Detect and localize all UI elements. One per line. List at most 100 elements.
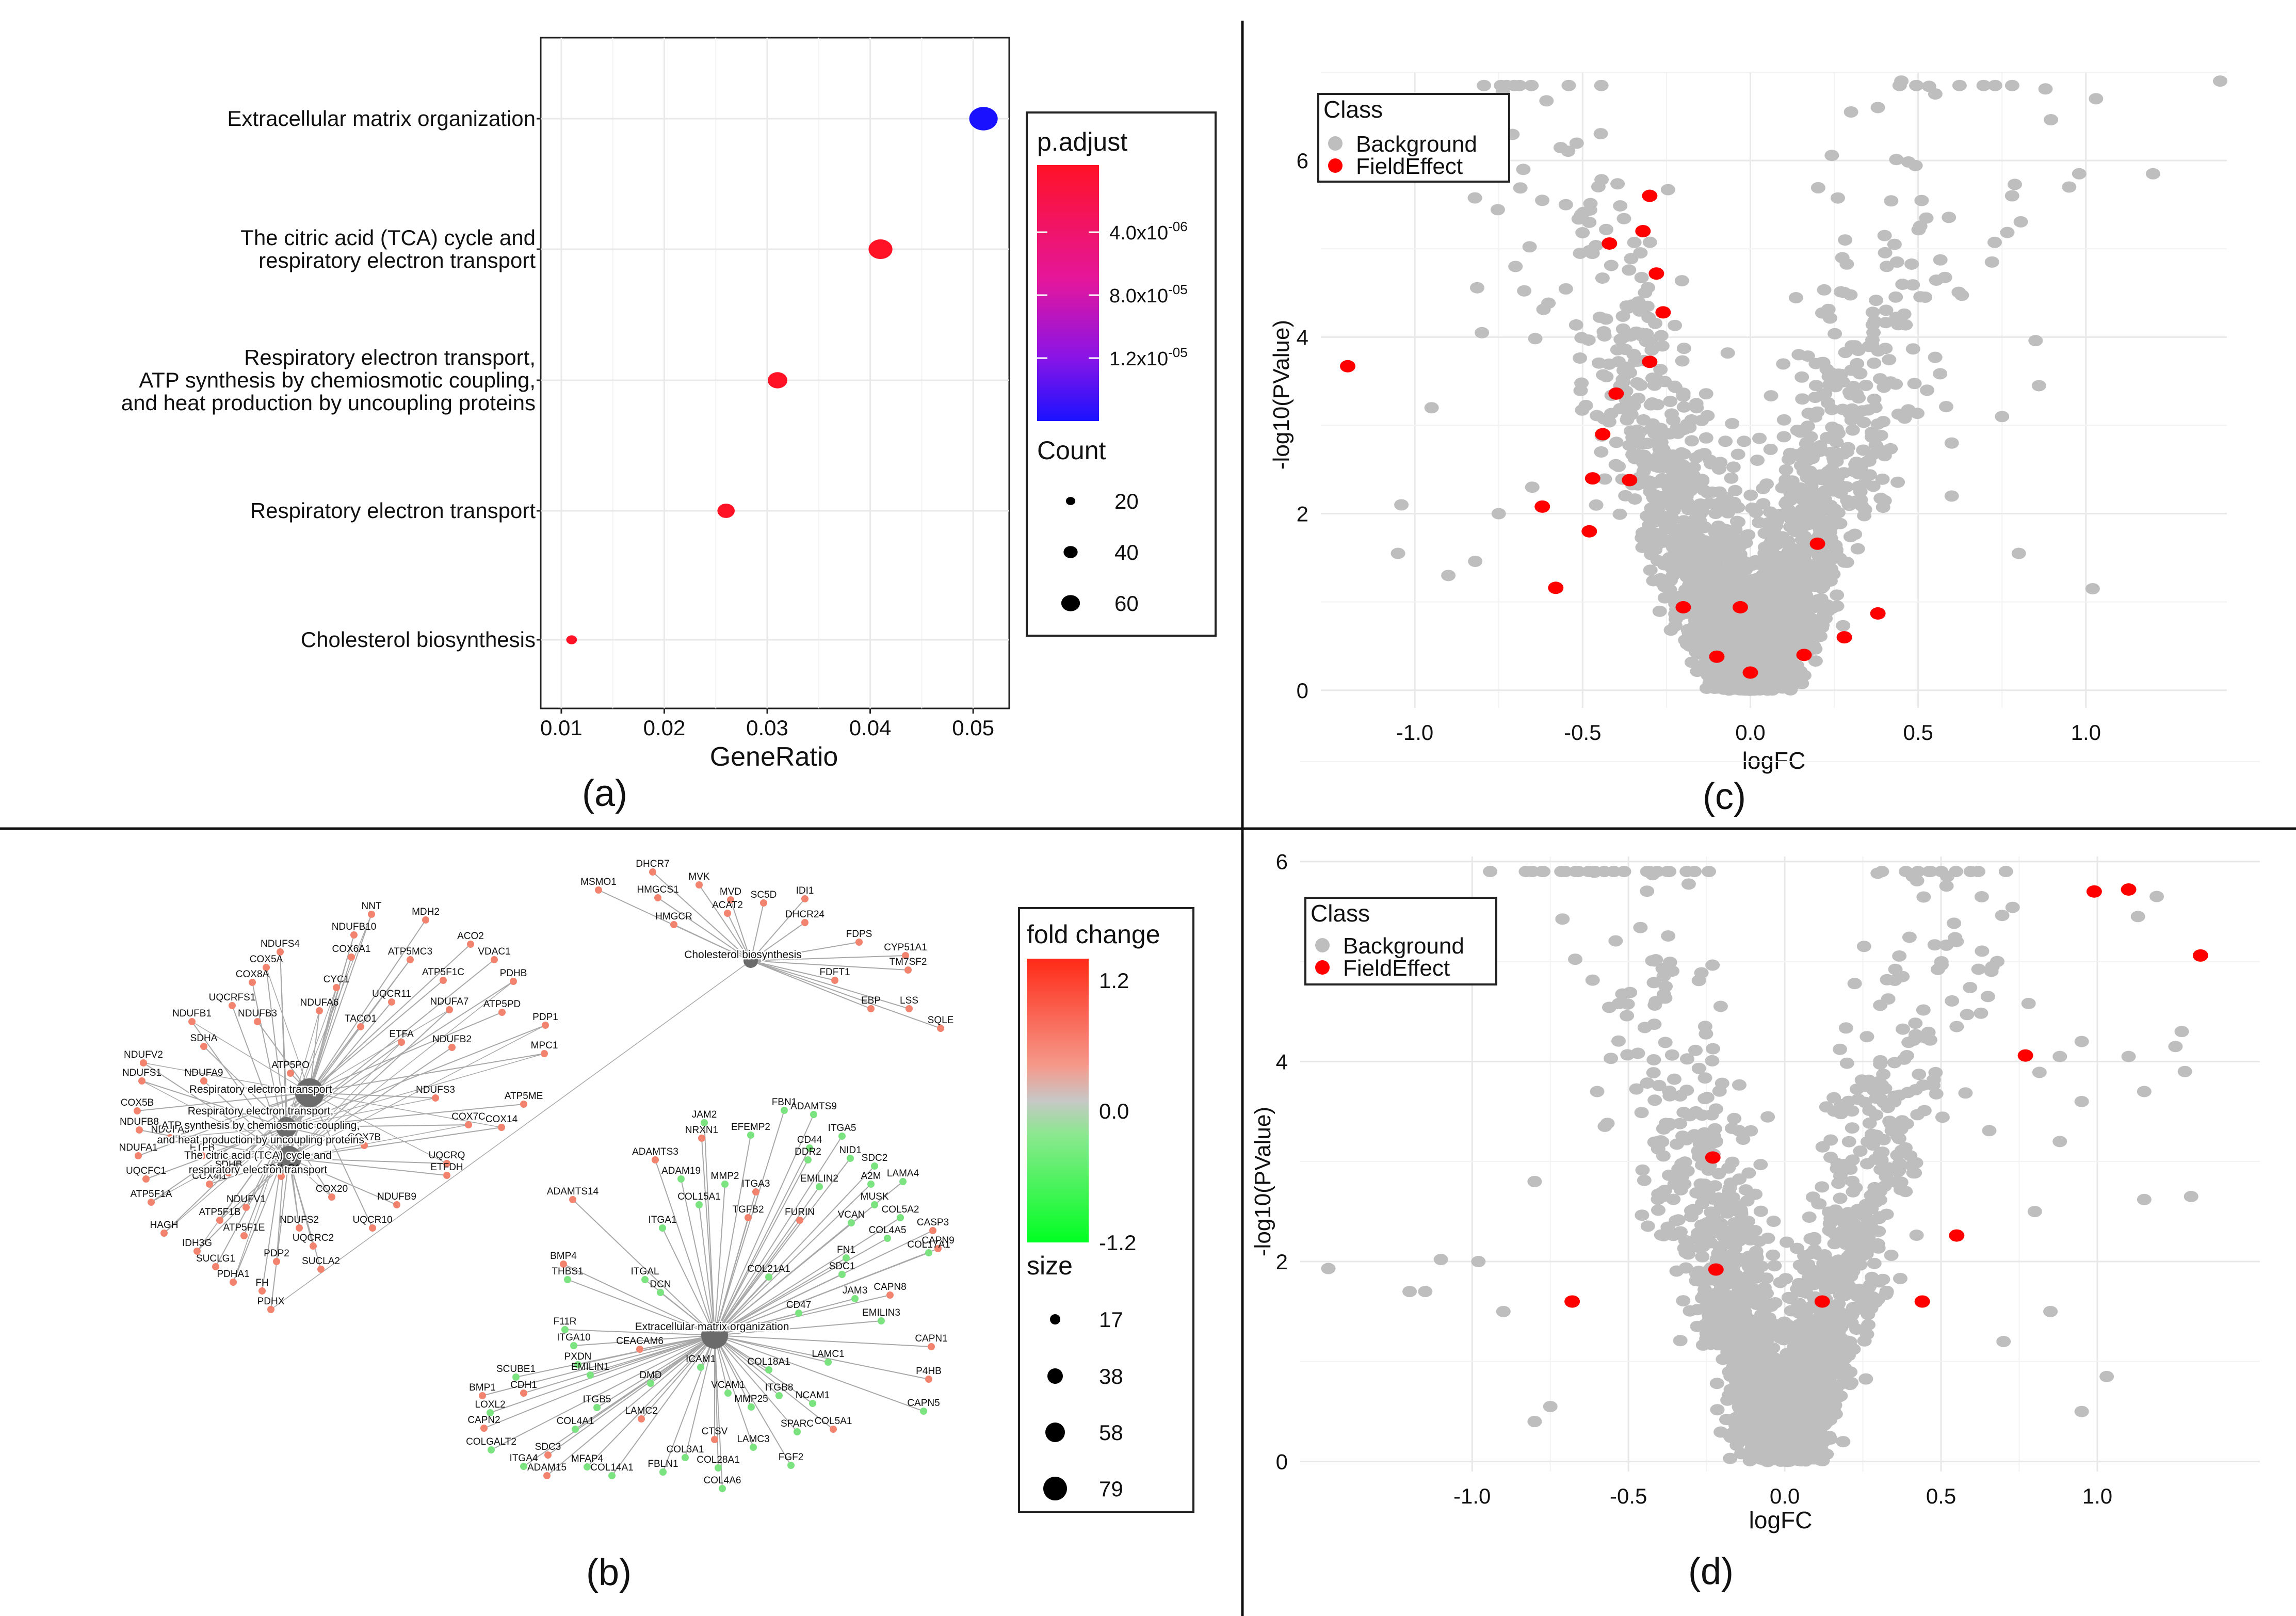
panel-b-edge — [714, 1335, 723, 1489]
panel-c-background-point — [1904, 258, 1919, 270]
panel-b-gene-node — [541, 1050, 548, 1057]
panel-b-edge — [244, 1127, 287, 1236]
panel-b-gene-node — [937, 1025, 944, 1032]
panel-c-background-point — [1728, 484, 1743, 496]
panel-b-gene-label: LOXL2 — [475, 1399, 505, 1410]
panel-c-background-point — [1952, 79, 1967, 91]
panel-c-background-point — [1781, 536, 1796, 547]
panel-b-gene-node — [388, 998, 395, 1006]
panel-b-gene-label: EFEMP2 — [731, 1122, 770, 1133]
panel-b-gene-label: ETFA — [389, 1029, 414, 1040]
panel-c-background-point — [1816, 581, 1831, 592]
panel-c-background-point — [1844, 106, 1858, 118]
panel-d-background-point — [1841, 1095, 1856, 1107]
panel-b-edge — [546, 1335, 715, 1476]
panel-c-background-point — [1578, 399, 1593, 411]
panel-c-background-point — [1870, 418, 1885, 430]
panel-c-background-point — [2085, 583, 2100, 594]
panel-c-background-point — [1653, 364, 1668, 376]
panel-d-background-point — [1688, 1044, 1703, 1056]
panel-d-background-point — [1766, 1216, 1781, 1227]
panel-b-gene-node — [199, 1152, 206, 1159]
panel-c-background-point — [1674, 275, 1689, 287]
panel-b-gene-label: ITGA3 — [742, 1178, 770, 1189]
panel-b-gene-node — [765, 1273, 772, 1281]
panel-d-background-point — [1753, 1205, 1768, 1217]
panel-c-background-point — [1620, 412, 1635, 424]
panel-d-background-point — [1847, 978, 1862, 990]
panel-b-edge — [286, 1127, 365, 1146]
panel-b-gene-label: NDUFS2 — [280, 1215, 319, 1225]
panel-b-edge — [750, 960, 941, 1029]
panel-d-background-point — [1916, 891, 1931, 903]
panel-b-gene-label: THBS1 — [552, 1266, 583, 1277]
panel-b-gene-label: VCAN — [838, 1209, 865, 1220]
panel-c-background-point — [1631, 296, 1646, 308]
panel-b-edge — [288, 1127, 502, 1159]
panel-c-fieldeffect-point — [1608, 387, 1624, 400]
panel-c-background-point — [1878, 343, 1893, 354]
panel-d-background-point — [1826, 1092, 1841, 1104]
panel-d-background-point — [1971, 963, 1986, 975]
panel-c-background-point — [1800, 472, 1815, 483]
panel-c-background-point — [1394, 499, 1409, 511]
panel-b-edge — [203, 1046, 287, 1128]
panel-b-edge — [714, 1159, 809, 1336]
panel-c-fieldeffect-point — [1581, 525, 1597, 538]
panel-b-gene-node — [512, 1373, 520, 1381]
panel-b-gene-node — [348, 954, 355, 961]
panel-b-edge — [286, 1026, 361, 1128]
panel-c-background-point — [1794, 451, 1809, 463]
panel-d-background-point — [1671, 1214, 1686, 1226]
panel-b-edge — [233, 1127, 287, 1283]
panel-b-gene-label: NDUFV1 — [227, 1194, 266, 1205]
panel-b-hub-node — [295, 1078, 324, 1107]
panel-b-gene-label: COL3A1 — [667, 1444, 704, 1455]
panel-b-gene-node — [333, 984, 340, 991]
panel-b-gene-node — [652, 1156, 659, 1163]
panel-d-background-point — [1738, 1184, 1753, 1196]
panel-c-legend-background-label: Background — [1356, 132, 1477, 157]
panel-b-gene-node — [273, 1258, 280, 1265]
panel-c-background-point — [1839, 556, 1854, 568]
panel-b-gene-label: ITGAL — [631, 1266, 659, 1277]
panel-c-background-point — [1726, 461, 1741, 473]
panel-b-gene-node — [446, 1006, 453, 1013]
panel-b-gene-node — [925, 1376, 932, 1383]
panel-b-gene-label: CAPN2 — [467, 1415, 500, 1426]
panel-b-gene-node — [587, 1371, 594, 1379]
panel-b-gene-label: ITGA10 — [557, 1332, 590, 1343]
panel-c-background-point — [1785, 475, 1800, 487]
panel-b-size-label: 79 — [1099, 1477, 1123, 1501]
panel-b-gene-node — [608, 1472, 616, 1479]
panel-b-gene-label: NDUFB2 — [432, 1034, 472, 1045]
panel-b-gene-label: NCAM1 — [796, 1390, 830, 1401]
panel-c-background-point — [1569, 137, 1584, 149]
panel-b-hub-labels: Respiratory electron transportRespirator… — [156, 948, 803, 1334]
panel-a-size-label: 60 — [1114, 591, 1139, 616]
panel-c-background-point — [1800, 421, 1815, 432]
panel-d-background-point — [1841, 1136, 1856, 1148]
panel-c-background-point — [1747, 600, 1762, 611]
panel-c-background-point — [1470, 282, 1484, 294]
panel-b-gene-label: CAPN5 — [907, 1398, 940, 1409]
panel-c-background-point — [1838, 347, 1853, 359]
panel-c-background-point — [1720, 347, 1735, 359]
panel-c-background-point — [1783, 603, 1798, 615]
panel-c-background-point — [1737, 435, 1752, 447]
panel-d-background-point — [1731, 1125, 1746, 1137]
panel-c-background-point — [1800, 350, 1815, 362]
panel-b-gene-node — [422, 916, 429, 924]
panel-b-edge — [164, 1127, 287, 1234]
panel-c-background-point — [1525, 481, 1540, 493]
panel-c-background-point — [1756, 555, 1771, 567]
panel-c-background-point — [1617, 331, 1632, 343]
panel-d-background-point — [1694, 1109, 1709, 1121]
panel-c-background-point — [1750, 455, 1765, 466]
panel-b-gene-node — [368, 911, 375, 918]
panel-b-gene-node — [361, 1142, 368, 1149]
panel-c-y-axis-label: -log10(PValue) — [1269, 320, 1294, 470]
panel-c-background-point — [1918, 292, 1933, 303]
panel-c-background-point — [2031, 380, 2046, 392]
panel-b-edge — [714, 1220, 800, 1336]
